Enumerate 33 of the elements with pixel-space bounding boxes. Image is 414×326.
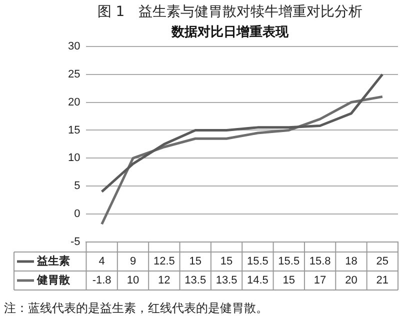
y-tick-label: 15	[68, 124, 80, 136]
y-tick-label: 30	[68, 40, 80, 52]
data-label: 15	[189, 256, 202, 268]
data-label: 13.5	[184, 274, 206, 287]
data-label: -1.8	[92, 274, 112, 287]
y-tick-label: -5	[70, 236, 80, 248]
data-label: 15.5	[278, 256, 300, 268]
data-label: 4	[98, 256, 105, 268]
text: 注：蓝线代表的是益生素，红线代表的是健胃散。	[3, 300, 269, 317]
data-label: 14.5	[246, 274, 268, 287]
data-label: 21	[376, 274, 389, 287]
data-label: 12.5	[153, 256, 175, 268]
data-label: 15	[220, 256, 233, 268]
data-label: 18	[345, 256, 358, 268]
data-label: 9	[130, 256, 136, 268]
data-label: 15.8	[309, 256, 331, 268]
y-tick-label: 20	[68, 96, 80, 108]
data-label: 25	[376, 256, 389, 268]
legend-label: 益生素	[36, 254, 70, 268]
data-label: 17	[314, 274, 326, 287]
data-label: 13.5	[216, 274, 238, 287]
y-tick-label: 10	[68, 152, 80, 164]
legend-label: 健胃散	[36, 273, 71, 286]
chart-title: 图 1 益生素与健胃散对犊牛增重对比分析	[97, 4, 363, 20]
data-label: 12	[158, 274, 170, 287]
chart-subtitle: 数据对比日增重表现	[170, 24, 290, 40]
data-label: 15	[282, 274, 296, 287]
y-tick-label: 25	[68, 68, 80, 80]
data-label: 15.5	[246, 256, 268, 268]
y-tick-label: 5	[74, 180, 80, 192]
data-label: 20	[345, 274, 358, 287]
y-tick-label: 0	[74, 208, 80, 220]
data-label: 10	[126, 274, 140, 287]
